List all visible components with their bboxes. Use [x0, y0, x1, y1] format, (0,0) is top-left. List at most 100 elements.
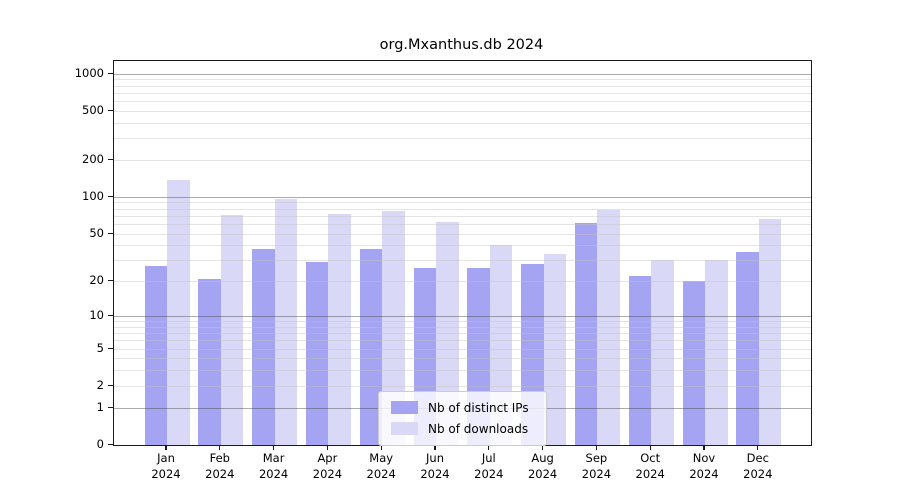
- y-tick-mark: [108, 109, 113, 111]
- bar-downloads: [328, 214, 351, 445]
- x-tick-mark: [757, 445, 759, 450]
- y-tick-label: 200: [82, 151, 104, 166]
- legend: Nb of distinct IPs Nb of downloads: [378, 391, 547, 446]
- x-tick-mark: [703, 445, 705, 450]
- x-tick-label: Sep 2024: [566, 451, 626, 482]
- x-tick-label: Feb 2024: [190, 451, 250, 482]
- x-tick-month: May: [369, 451, 394, 465]
- bar-distinct-ips: [144, 265, 167, 445]
- x-tick-month: Jun: [426, 451, 444, 465]
- x-tick-mark: [273, 445, 275, 450]
- x-tick-label: Apr 2024: [297, 451, 357, 482]
- x-tick-month: Aug: [531, 451, 554, 465]
- bar-downloads: [220, 215, 244, 445]
- gridline-minor: [114, 245, 811, 247]
- plot-area: [113, 60, 812, 446]
- x-tick-month: Jul: [481, 451, 496, 465]
- y-tick-label: 1000: [74, 65, 104, 80]
- x-tick-mark: [649, 445, 651, 450]
- x-tick-year: 2024: [527, 466, 558, 481]
- gridline-minor: [114, 202, 811, 204]
- bar-downloads: [382, 211, 405, 445]
- gridline-minor: [114, 138, 811, 140]
- gridline-minor: [114, 233, 811, 235]
- bar-distinct-ips: [574, 223, 598, 445]
- x-tick-year: 2024: [689, 466, 719, 481]
- x-tick-label: Jun 2024: [405, 451, 465, 482]
- y-tick-label: 5: [96, 340, 104, 355]
- bar-downloads: [651, 260, 674, 445]
- gridline-minor: [114, 92, 811, 94]
- y-tick-mark: [108, 232, 113, 234]
- y-tick-mark: [108, 195, 113, 198]
- x-tick-year: 2024: [581, 466, 612, 481]
- y-tick-label: 50: [89, 225, 104, 240]
- y-tick-mark: [108, 444, 113, 446]
- bar-downloads: [597, 210, 620, 445]
- y-tick-label: 10: [89, 308, 104, 323]
- y-tick-mark: [108, 384, 113, 387]
- x-tick-mark: [595, 445, 597, 450]
- x-tick-year: 2024: [366, 466, 396, 481]
- y-tick-mark: [108, 406, 113, 408]
- legend-swatch: [391, 422, 418, 435]
- legend-item: Nb of downloads: [379, 418, 546, 439]
- x-tick-label: May 2024: [351, 451, 411, 482]
- gridline-minor: [114, 215, 811, 217]
- x-tick-month: Oct: [640, 451, 661, 465]
- x-tick-label: Jan 2024: [136, 451, 196, 482]
- x-tick-label: Nov 2024: [674, 451, 734, 482]
- y-tick-mark: [108, 347, 113, 349]
- y-tick-label: 0: [96, 437, 104, 451]
- bar-distinct-ips: [682, 281, 705, 445]
- bar-downloads: [758, 218, 782, 445]
- gridline-minor: [114, 358, 811, 360]
- legend-label: Nb of downloads: [428, 421, 529, 436]
- gridline-minor: [114, 340, 811, 342]
- y-tick-mark: [108, 72, 113, 74]
- y-tick-mark: [108, 315, 113, 317]
- bar-downloads: [167, 179, 190, 445]
- gridline-minor: [114, 348, 811, 350]
- x-tick-month: Sep: [585, 451, 608, 465]
- bar-distinct-ips: [252, 249, 275, 445]
- x-tick-year: 2024: [420, 466, 450, 481]
- x-tick-mark: [380, 445, 382, 450]
- y-tick-label: 500: [82, 102, 104, 117]
- x-tick-month: Nov: [692, 451, 716, 465]
- y-tick-label: 1: [96, 399, 104, 414]
- x-tick-label: Jul 2024: [459, 451, 519, 482]
- x-tick-label: Dec 2024: [728, 451, 788, 482]
- x-tick-mark: [219, 445, 221, 450]
- gridline-major: [114, 316, 811, 318]
- x-tick-label: Mar 2024: [244, 451, 304, 482]
- x-tick-month: Jan: [157, 451, 175, 465]
- gridline-minor: [114, 100, 811, 102]
- gridline-minor: [114, 281, 811, 283]
- gridline-minor: [114, 326, 811, 328]
- gridline-minor: [114, 321, 811, 323]
- x-tick-month: Apr: [317, 451, 338, 465]
- x-tick-year: 2024: [635, 466, 665, 481]
- y-tick-label: 2: [96, 377, 104, 392]
- gridline-minor: [114, 159, 811, 161]
- x-tick-year: 2024: [205, 466, 235, 481]
- bar-distinct-ips: [305, 262, 329, 445]
- x-tick-year: 2024: [258, 466, 289, 481]
- x-tick-mark: [434, 445, 436, 450]
- y-tick-mark: [108, 158, 113, 161]
- x-tick-month: Dec: [746, 451, 769, 465]
- x-tick-label: Oct 2024: [620, 451, 680, 482]
- x-tick-year: 2024: [151, 466, 181, 481]
- x-tick-mark: [542, 445, 544, 450]
- legend-swatch: [391, 401, 418, 414]
- bar-distinct-ips: [359, 249, 383, 445]
- x-tick-year: 2024: [312, 466, 343, 481]
- bar-distinct-ips: [628, 276, 652, 445]
- legend-label: Nb of distinct IPs: [428, 400, 529, 415]
- gridline-minor: [114, 122, 811, 124]
- x-tick-mark: [165, 445, 167, 450]
- gridline-minor: [114, 333, 811, 335]
- bar-downloads: [543, 253, 567, 445]
